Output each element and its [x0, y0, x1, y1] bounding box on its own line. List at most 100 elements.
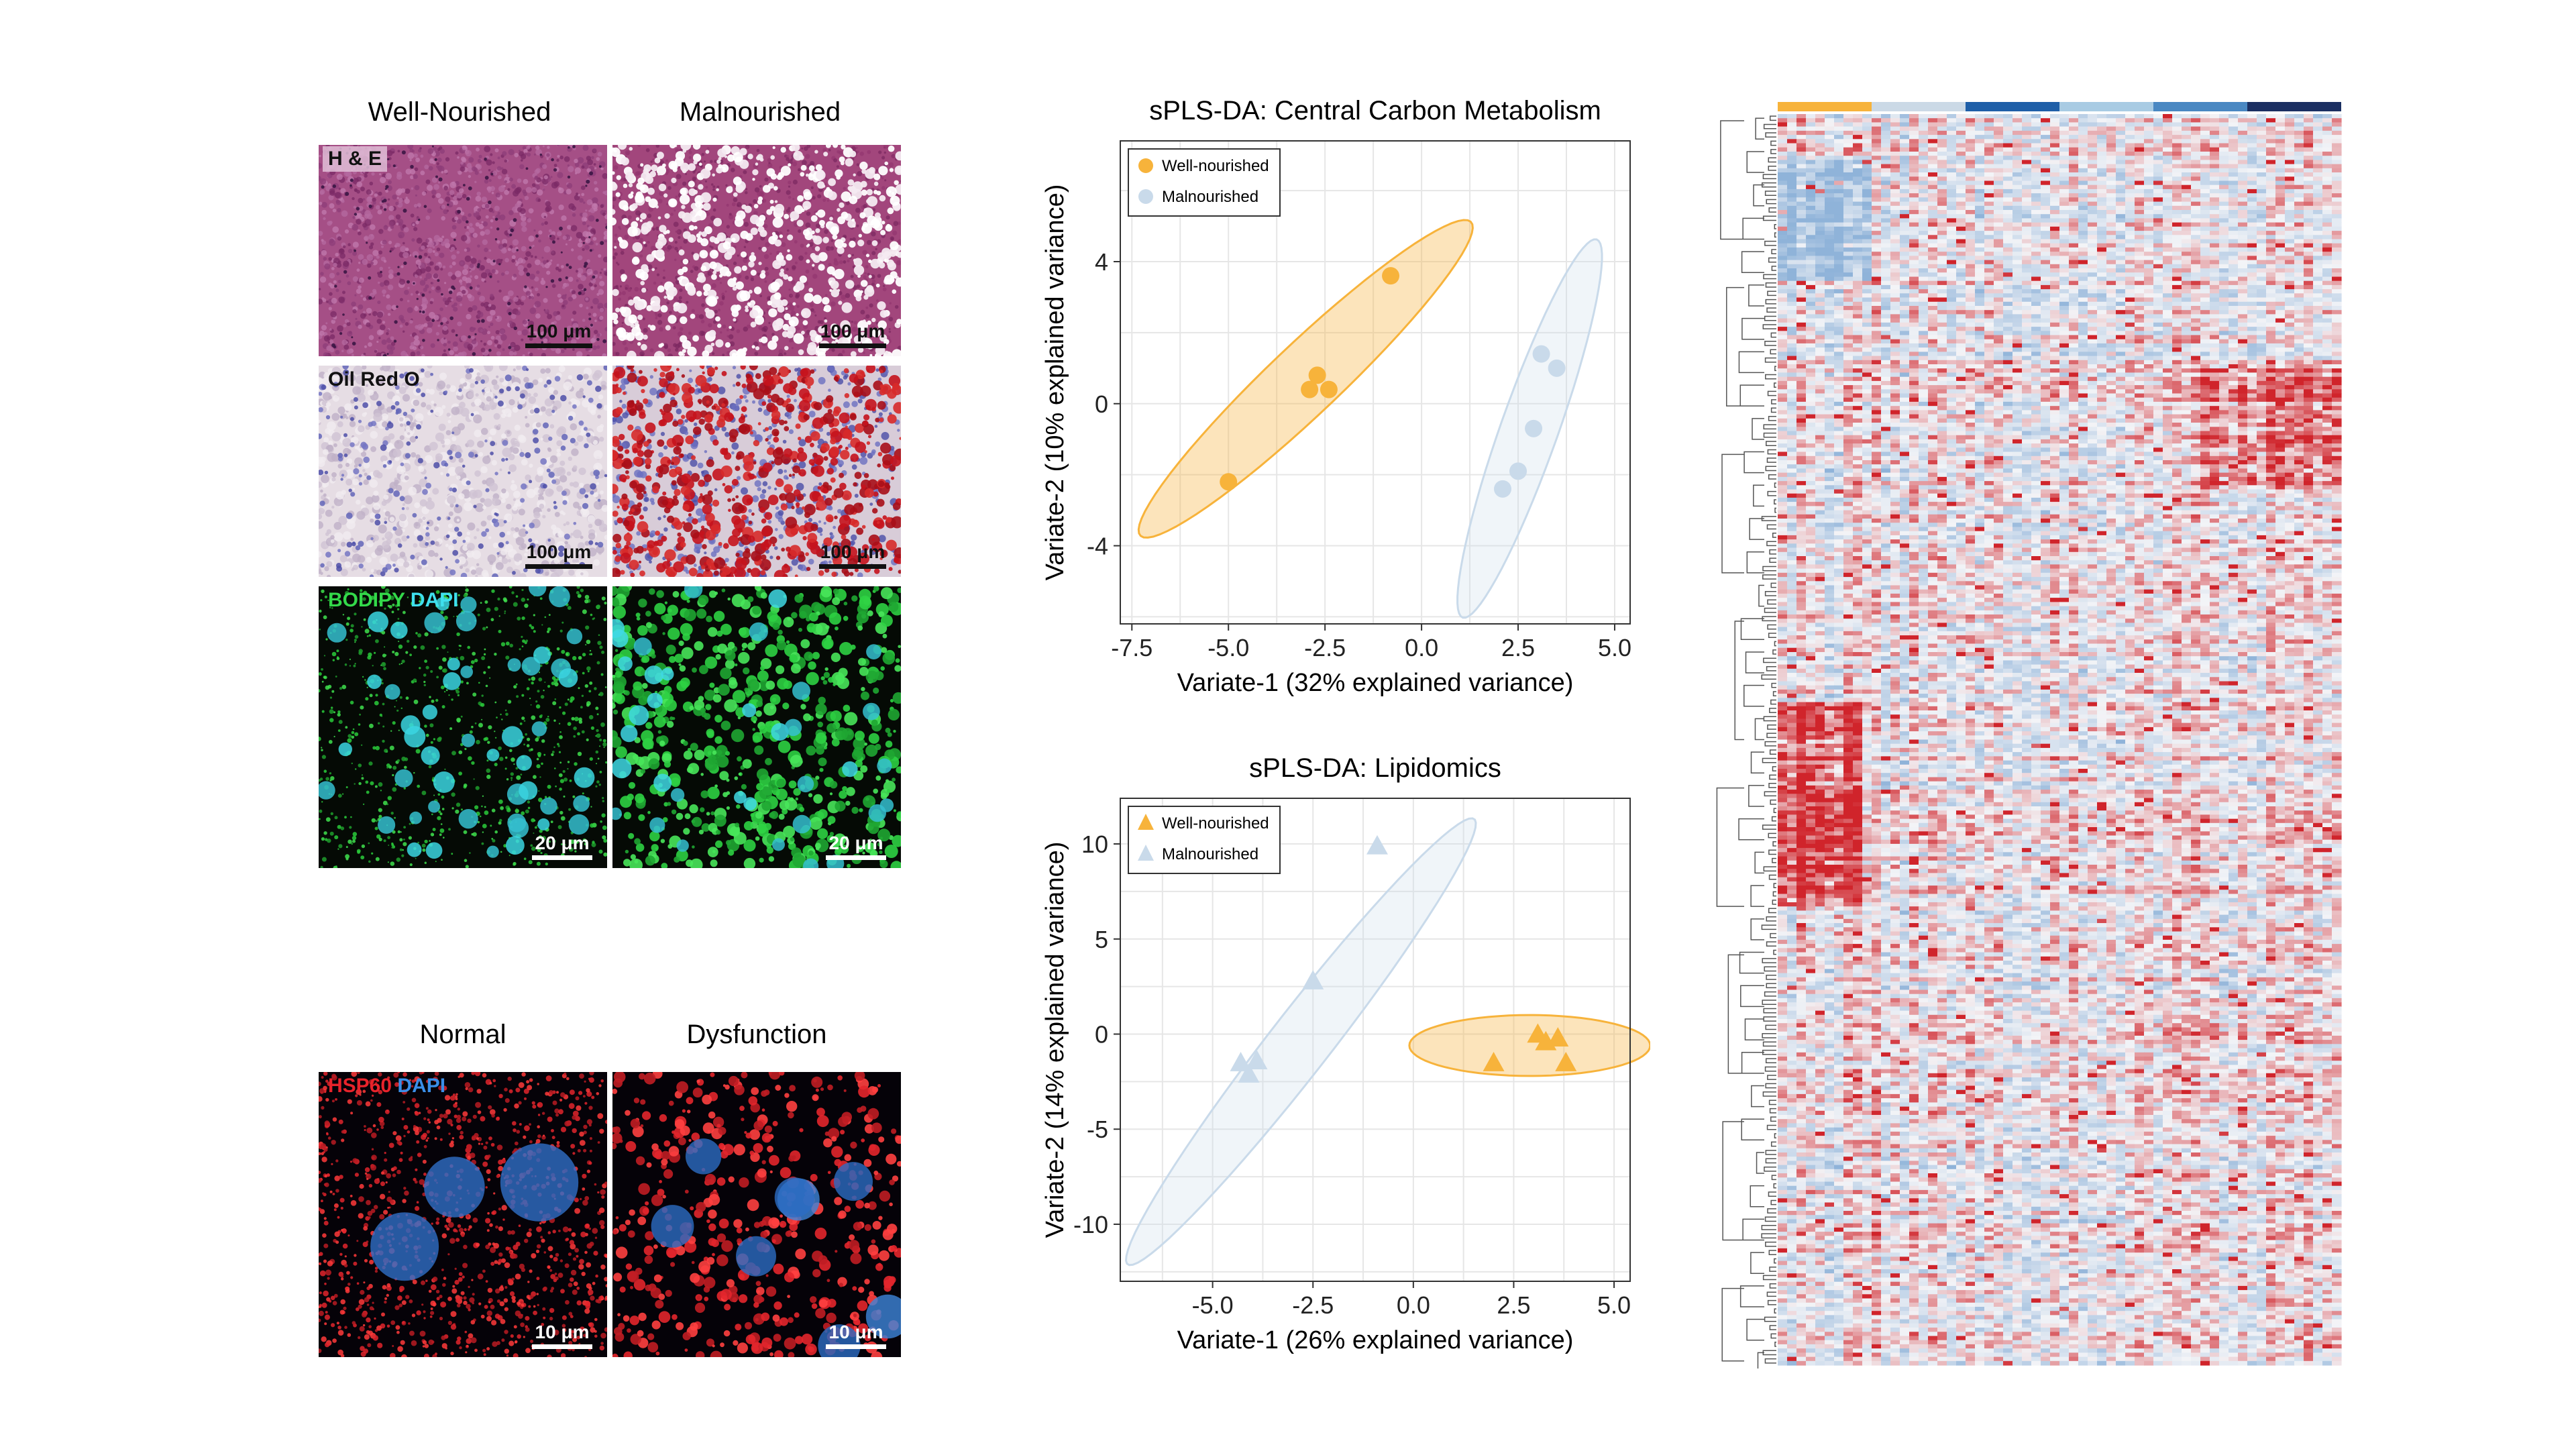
- hsp60-normal-image: HSP60 DAPI 10 μm: [319, 1072, 607, 1357]
- x-tick-label: -7.5: [1111, 634, 1152, 661]
- plot-frame: [1120, 798, 1631, 1282]
- scalebar-label: 10 μm: [532, 1322, 592, 1343]
- data-point: [1308, 366, 1326, 384]
- data-point: [1494, 480, 1511, 498]
- scalebar-20um: 20 μm: [826, 833, 886, 860]
- texture: [612, 586, 894, 868]
- chart-title: sPLS-DA: Central Carbon Metabolism: [1149, 96, 1601, 125]
- x-tick-label: -2.5: [1292, 1291, 1334, 1319]
- x-tick-label: 5.0: [1597, 1291, 1631, 1319]
- confidence-ellipse-malnourished: [1124, 817, 1477, 1267]
- legend-entry: Well-nourished: [1162, 157, 1269, 175]
- hsp60-dysfunction-image: 10 μm: [612, 1072, 901, 1357]
- texture: [319, 366, 607, 577]
- y-tick-label: -4: [1087, 533, 1108, 560]
- x-tick-label: 2.5: [1497, 1291, 1530, 1319]
- heatmap-cells: [1778, 114, 2342, 1366]
- oro-malnourished-image: 100 μm: [612, 366, 901, 577]
- texture: [319, 586, 595, 859]
- y-tick-label: 10: [1081, 830, 1108, 858]
- splsda-lipidomics-plot: sPLS-DA: Lipidomics -5.0 -2.5 0.0 2.5 5.0 -10 -…: [1041, 753, 1650, 1354]
- he-malnourished-image: 100 μm: [612, 145, 901, 356]
- scalebar-label: 100 μm: [525, 321, 592, 342]
- bodipy-malnourished-image: 20 μm: [612, 586, 901, 868]
- splsda-central-carbon-plot: sPLS-DA: Central Carbon Metabolism -7.5 -5…: [1041, 96, 1631, 697]
- confidence-ellipse-well-nourished: [1408, 1014, 1650, 1077]
- y-axis-label: Variate-2 (14% explained variance): [1041, 842, 1069, 1238]
- x-tick-label: 0.0: [1397, 1291, 1430, 1319]
- data-point: [1246, 1050, 1268, 1069]
- bodipy-text: BODIPY: [328, 589, 405, 611]
- dapi-text: DAPI: [411, 589, 459, 611]
- data-point: [1302, 970, 1324, 989]
- bodipy-well-nourished-image: BODIPY DAPI 20 μm: [319, 586, 607, 868]
- dapi-text: DAPI: [397, 1075, 445, 1097]
- data-point: [1532, 345, 1550, 363]
- data-point: [1509, 462, 1527, 480]
- series-malnourished: [1230, 835, 1388, 1083]
- scalebar-label: 20 μm: [826, 833, 886, 854]
- texture: [612, 366, 901, 577]
- confidence-ellipse-well-nourished: [1137, 219, 1474, 539]
- scalebar-label: 100 μm: [525, 541, 592, 563]
- scalebar-100um: 100 μm: [525, 541, 592, 569]
- scalebar-label: 100 μm: [819, 321, 886, 342]
- texture: [370, 1143, 579, 1281]
- legend: Well-nourished Malnourished: [1128, 148, 1281, 217]
- chart-title: sPLS-DA: Lipidomics: [1249, 753, 1501, 783]
- legend-entry: Malnourished: [1162, 188, 1258, 206]
- col-title-normal: Normal: [319, 1020, 607, 1050]
- x-axis-label: Variate-1 (26% explained variance): [1177, 1326, 1574, 1354]
- y-tick-label: 0: [1095, 1020, 1108, 1048]
- legend-entry: Malnourished: [1162, 845, 1258, 863]
- y-tick-label: -10: [1073, 1211, 1108, 1238]
- oro-well-nourished-image: Oil Red O 100 μm: [319, 366, 607, 577]
- scalebar-10um: 10 μm: [826, 1322, 886, 1349]
- stain-label-oil-red-o: Oil Red O: [323, 367, 425, 392]
- series-well-nourished: [1220, 267, 1400, 491]
- x-tick-label: -5.0: [1208, 634, 1249, 661]
- column-group: [1966, 102, 2059, 111]
- data-point: [1555, 1052, 1577, 1071]
- y-tick-label: 4: [1095, 248, 1108, 276]
- plot-area: [1120, 141, 1630, 624]
- col-title-dysfunction: Dysfunction: [612, 1020, 901, 1050]
- texture: [319, 366, 607, 577]
- y-tick-label: -5: [1087, 1116, 1108, 1143]
- column-group: [2153, 102, 2247, 111]
- col-title-well-nourished: Well-Nourished: [315, 97, 604, 127]
- series-well-nourished: [1483, 1023, 1577, 1071]
- scalebar-20um: 20 μm: [532, 833, 592, 860]
- data-point: [1366, 835, 1388, 855]
- data-point: [1525, 419, 1543, 437]
- column-group: [2247, 102, 2341, 111]
- x-tick-label: 2.5: [1501, 634, 1535, 661]
- column-annotation-bar: [1778, 102, 2341, 111]
- x-tick-label: 5.0: [1598, 634, 1631, 661]
- x-axis-label: Variate-1 (32% explained variance): [1177, 669, 1574, 697]
- scalebar-100um: 100 μm: [819, 321, 886, 348]
- data-point: [1220, 473, 1238, 491]
- data-point: [1320, 380, 1338, 398]
- scalebar-10um: 10 μm: [532, 1322, 592, 1349]
- y-axis-label: Variate-2 (10% explained variance): [1041, 184, 1069, 581]
- heatmap: [1716, 102, 2342, 1368]
- he-well-nourished-image: H & E 100 μm: [319, 145, 607, 356]
- stain-label-he: H & E: [323, 146, 388, 172]
- hsp60-text: HSP60: [328, 1075, 392, 1097]
- texture: [612, 586, 901, 868]
- plot-frame: [1120, 140, 1631, 625]
- texture: [321, 145, 607, 356]
- texture: [319, 1072, 607, 1357]
- data-point: [1301, 380, 1319, 398]
- stain-label-bodipy-dapi: BODIPY DAPI: [323, 588, 464, 613]
- texture: [612, 145, 901, 356]
- data-point: [1230, 1052, 1252, 1071]
- scalebar-100um: 100 μm: [819, 541, 886, 569]
- series-malnourished: [1494, 345, 1566, 498]
- x-tick-label: 0.0: [1405, 634, 1438, 661]
- data-point: [1382, 267, 1400, 285]
- y-tick-label: 0: [1095, 390, 1108, 418]
- x-tick-label: -5.0: [1192, 1291, 1234, 1319]
- x-tick-label: -2.5: [1304, 634, 1346, 661]
